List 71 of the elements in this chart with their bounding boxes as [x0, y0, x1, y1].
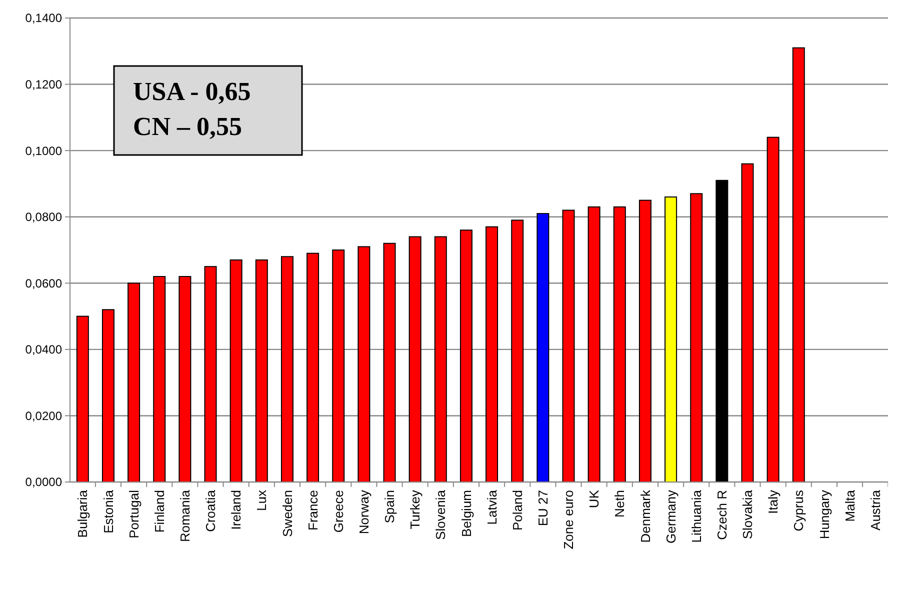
bar — [511, 220, 524, 482]
bar — [306, 252, 320, 482]
x-tick-label: Spain — [382, 490, 398, 524]
bar — [690, 193, 703, 482]
x-tick-label: Latvia — [484, 489, 500, 525]
bar — [280, 256, 294, 482]
bar — [613, 206, 626, 482]
bar — [536, 213, 550, 482]
y-tick-label: 0,0400 — [25, 342, 62, 357]
x-tick-label: Austria — [868, 489, 883, 530]
bar — [460, 230, 472, 482]
x-tick-label: Neth — [612, 490, 628, 518]
x-tick-label: Hungary — [816, 490, 832, 540]
bar — [153, 276, 166, 482]
x-tick-label: Italy — [766, 490, 781, 514]
y-tick-label: 0,1000 — [25, 144, 62, 158]
bar — [716, 180, 728, 482]
x-tick-label: Bulgaria — [75, 489, 90, 538]
bar — [255, 259, 268, 482]
x-tick-label: Croatia — [203, 489, 218, 532]
bar — [741, 163, 754, 482]
y-tick-label: 0,1200 — [25, 77, 62, 92]
x-tick-label: France — [305, 490, 320, 530]
bar — [562, 210, 575, 482]
x-tick-label: Belgium — [458, 490, 474, 537]
bar — [358, 246, 370, 482]
x-tick-label: Portugal — [126, 490, 142, 538]
x-tick-label: Denmark — [638, 490, 653, 543]
bar — [383, 242, 396, 482]
bar — [408, 236, 422, 482]
x-tick-label: Germany — [663, 490, 678, 544]
x-tick-label: Malta — [842, 489, 858, 522]
x-tick-label: Romania — [177, 489, 192, 542]
x-tick-label: Lithuania — [688, 489, 704, 543]
x-tick-label: Slovakia — [740, 489, 756, 540]
bar — [792, 47, 805, 482]
bar — [664, 196, 678, 482]
x-tick-label: Ireland — [228, 490, 244, 530]
annotation: CN – 0,55 — [133, 112, 242, 141]
x-tick-label: Czech R — [714, 490, 730, 540]
x-tick-label: Norway — [356, 490, 372, 534]
y-tick-label: 0,1400 — [25, 11, 62, 26]
x-tick-label: Poland — [510, 490, 525, 530]
bar — [128, 282, 140, 482]
x-tick-label: Zone euro — [561, 490, 576, 550]
bar — [178, 276, 192, 482]
x-tick-label: Estonia — [100, 489, 116, 534]
bar — [434, 236, 447, 482]
x-tick-label: UK — [586, 490, 602, 508]
y-tick-label: 0,0200 — [25, 408, 62, 423]
y-tick-label: 0,0000 — [25, 475, 62, 490]
x-tick-label: EU 27 — [535, 490, 550, 526]
annotation: USA - 0,65 — [133, 77, 251, 106]
bar — [230, 259, 242, 482]
bar — [332, 250, 345, 482]
bar — [204, 266, 217, 482]
bar — [638, 200, 652, 482]
x-tick-label: Turkey — [408, 490, 423, 530]
x-tick-label: Slovenia — [433, 489, 448, 540]
x-tick-label: Cyprus — [791, 490, 806, 532]
x-tick-label: Greece — [330, 490, 346, 533]
x-tick-label: Sweden — [280, 490, 295, 537]
x-tick-label: Lux — [254, 490, 270, 511]
y-tick-label: 0,0800 — [25, 210, 62, 224]
bar — [766, 136, 780, 482]
bar — [102, 309, 114, 482]
bar — [588, 206, 600, 482]
x-tick-label: Finland — [152, 490, 167, 533]
bar — [486, 226, 498, 482]
bar — [76, 316, 89, 482]
y-tick-label: 0,0600 — [25, 276, 62, 290]
